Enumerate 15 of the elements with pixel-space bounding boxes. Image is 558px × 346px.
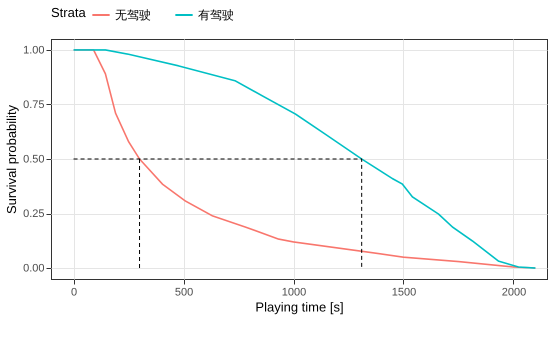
y-tick-label: 0.25 <box>23 208 44 220</box>
x-axis-title: Playing time [s] <box>255 300 344 314</box>
y-tick-label: 1.00 <box>23 44 44 56</box>
y-tick-label: 0.00 <box>23 262 44 275</box>
x-tick-label: 1000 <box>282 286 306 298</box>
y-axis-title: Survival probability <box>4 104 20 214</box>
legend-label: 无驾驶 <box>115 8 151 22</box>
y-tick-label: 0.75 <box>23 98 44 111</box>
y-tick-label: 0.50 <box>23 154 44 166</box>
x-tick-label: 1500 <box>392 286 416 298</box>
x-tick-label: 0 <box>70 286 78 298</box>
legend-label: 有驾驶 <box>198 8 234 22</box>
legend-title: Strata <box>51 5 86 20</box>
x-tick-label: 2000 <box>502 286 526 298</box>
x-tick-label: 500 <box>174 286 194 298</box>
